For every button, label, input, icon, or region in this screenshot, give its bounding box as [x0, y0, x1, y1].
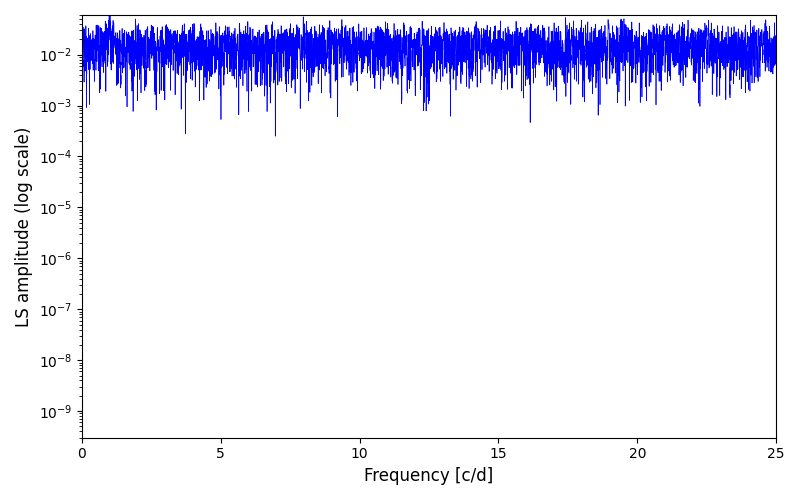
X-axis label: Frequency [c/d]: Frequency [c/d] [364, 467, 494, 485]
Y-axis label: LS amplitude (log scale): LS amplitude (log scale) [15, 126, 33, 326]
